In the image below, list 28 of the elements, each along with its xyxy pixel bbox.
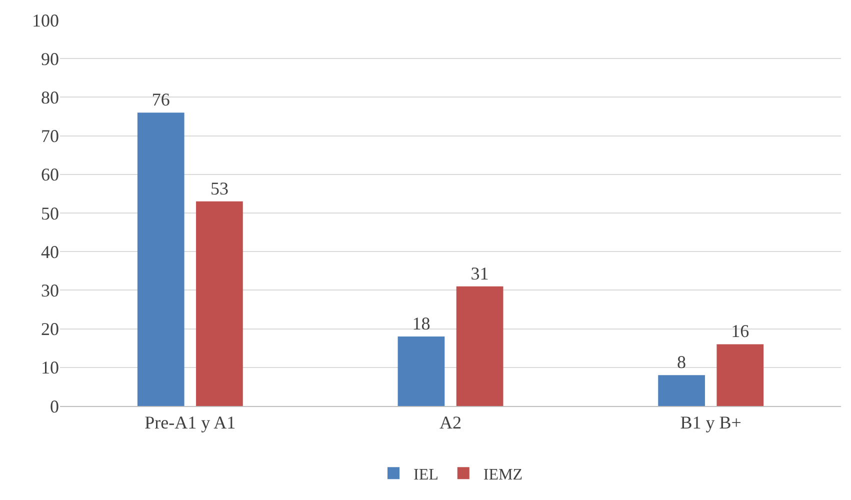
- data-label: 18: [412, 314, 430, 334]
- y-tick-label: 80: [41, 88, 59, 108]
- bar: [137, 112, 184, 406]
- data-label: 76: [152, 90, 170, 110]
- bar: [658, 375, 705, 406]
- legend-label: IEMZ: [483, 466, 522, 484]
- y-tick-label: 90: [41, 48, 59, 69]
- data-label: 53: [210, 178, 228, 198]
- data-label: 31: [470, 263, 489, 284]
- y-tick-label: 0: [50, 396, 59, 416]
- bar: [456, 286, 504, 406]
- data-label: 8: [677, 352, 686, 372]
- y-tick-label: 20: [41, 319, 59, 340]
- y-tick-label: 70: [41, 126, 59, 146]
- y-tick-label: 60: [41, 164, 59, 185]
- legend-label: IEL: [414, 466, 438, 484]
- x-tick-label: Pre-A1 y A1: [144, 412, 236, 433]
- y-tick-label: 10: [41, 358, 59, 378]
- bar: [398, 336, 445, 406]
- x-tick-label: B1 y B+: [680, 412, 742, 433]
- y-tick-label: 50: [41, 203, 59, 224]
- bar: [716, 344, 764, 406]
- y-tick-label: 40: [41, 242, 59, 262]
- x-tick-label: A2: [440, 412, 462, 433]
- y-tick-label: 100: [32, 10, 59, 30]
- bar: [196, 201, 243, 406]
- y-tick-label: 30: [41, 280, 59, 300]
- data-label: 16: [731, 321, 750, 342]
